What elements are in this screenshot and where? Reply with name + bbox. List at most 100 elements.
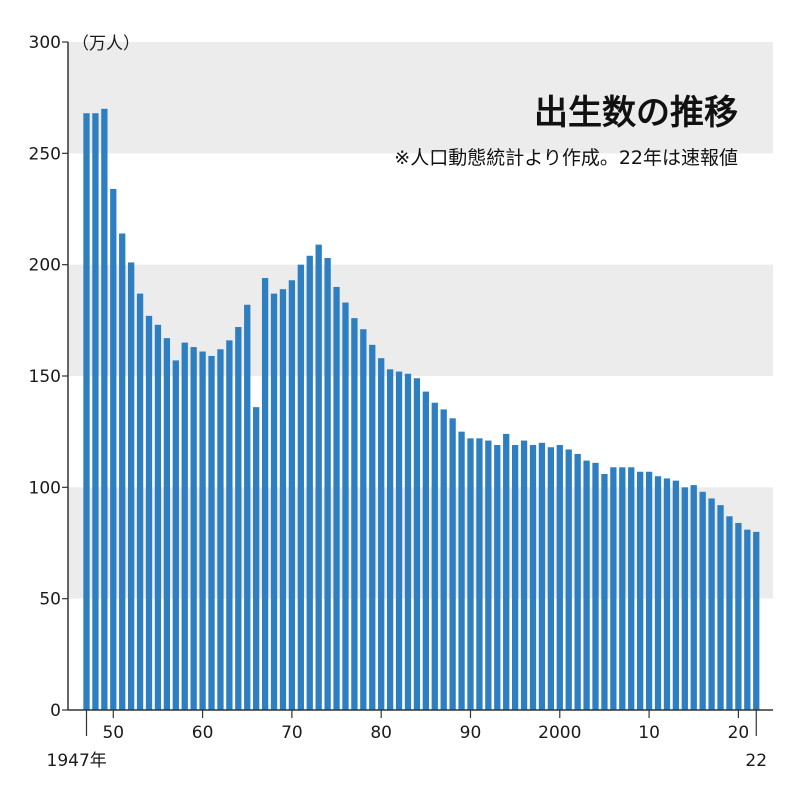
x-tick-label: 90 [460,723,482,743]
x-ticks: 1947年 50 60 70 80 90 2000 10 20 22 [47,710,767,771]
bar-1986 [431,402,438,710]
bar-2000 [556,445,563,710]
bar-2003 [583,460,590,710]
y-tick-label: 250 [29,144,61,164]
bar-1970 [288,280,296,710]
bar-1978 [360,329,367,710]
bar-1997 [529,445,537,710]
y-tick-label: 50 [39,590,61,610]
bar-2013 [672,480,680,710]
x-tick-label: 70 [281,723,303,743]
bar-1949 [101,108,108,711]
bar-1966 [253,407,260,710]
y-tick-label: 300 [29,33,61,53]
bar-1981 [386,369,394,710]
bar-2005 [601,473,608,710]
bar-1973 [315,244,322,710]
bar-1956 [163,338,171,710]
bar-1964 [235,327,242,710]
bar-2002 [574,453,581,710]
bar-2011 [654,476,662,710]
unit-label: （万人） [72,34,140,54]
background-band [68,264,773,376]
chart-title: 出生数の推移 [534,93,738,133]
bar-2010 [645,471,653,710]
bar-1988 [449,418,456,710]
bar-1983 [404,373,412,710]
bar-1991 [476,438,483,710]
y-tick-label: 150 [29,367,61,387]
x-tick-label: 1947年 [47,751,107,771]
bar-1962 [217,349,224,710]
bar-2017 [708,498,715,710]
bar-2016 [699,491,706,710]
bar-2004 [592,462,599,710]
bar-1971 [297,264,304,710]
bar-1995 [511,445,519,710]
x-tick-label: 10 [638,723,660,743]
bar-1980 [378,358,385,710]
bar-1951 [119,233,126,711]
bar-1955 [154,324,162,710]
bar-2001 [565,449,572,710]
bar-1982 [395,371,403,710]
bar-1947 [83,113,90,710]
bar-1958 [181,342,188,710]
bar-1963 [226,340,233,710]
bar-1976 [342,302,349,710]
bar-1972 [306,255,313,710]
bar-2008 [628,467,635,710]
bar-1969 [279,289,287,710]
bar-1999 [547,447,555,710]
chart-subtitle: ※人口動態統計より作成。22年は速報値 [394,147,738,169]
y-ticks: 0 50 100 150 200 250 300 [29,33,68,721]
bars [83,108,760,711]
y-tick-label: 0 [50,701,61,721]
bar-1965 [244,304,251,710]
bar-1993 [494,445,501,710]
bar-1960 [199,351,206,710]
bar-1992 [485,440,492,710]
y-tick-label: 200 [29,256,61,276]
bar-1961 [208,355,215,710]
bar-1952 [128,262,135,710]
bar-1998 [538,442,546,710]
bar-1994 [503,433,510,710]
x-tick-label: 80 [370,723,392,743]
x-tick-label: 60 [192,723,214,743]
x-tick-label: 50 [102,723,124,743]
bar-1979 [369,344,376,710]
bar-1985 [422,391,429,710]
bar-1984 [413,378,421,710]
bar-1996 [520,440,528,710]
bar-1968 [270,293,278,710]
bar-1967 [261,278,269,710]
bar-1975 [333,286,340,710]
bar-1950 [110,188,117,710]
bar-2014 [681,487,688,710]
bar-1974 [324,257,331,710]
bar-2020 [735,522,742,710]
bar-1977 [351,318,358,710]
bar-2018 [717,505,724,710]
bar-1987 [440,409,447,710]
bar-1989 [458,431,465,710]
bar-1953 [136,293,144,710]
x-tick-label: 2000 [538,723,581,743]
x-tick-label: 20 [728,723,750,743]
bar-2019 [726,516,733,710]
bar-2009 [637,471,644,710]
bar-2006 [610,467,617,710]
background-band [68,42,773,154]
y-tick-label: 100 [29,478,61,498]
bar-2015 [690,485,697,710]
bar-1957 [172,360,179,710]
x-tick-label: 22 [745,751,767,771]
bar-2021 [744,529,751,710]
bar-1948 [92,113,99,710]
bar-1959 [190,347,197,710]
bar-2022 [753,531,760,710]
bar-2012 [663,478,671,710]
bar-2007 [619,467,626,710]
